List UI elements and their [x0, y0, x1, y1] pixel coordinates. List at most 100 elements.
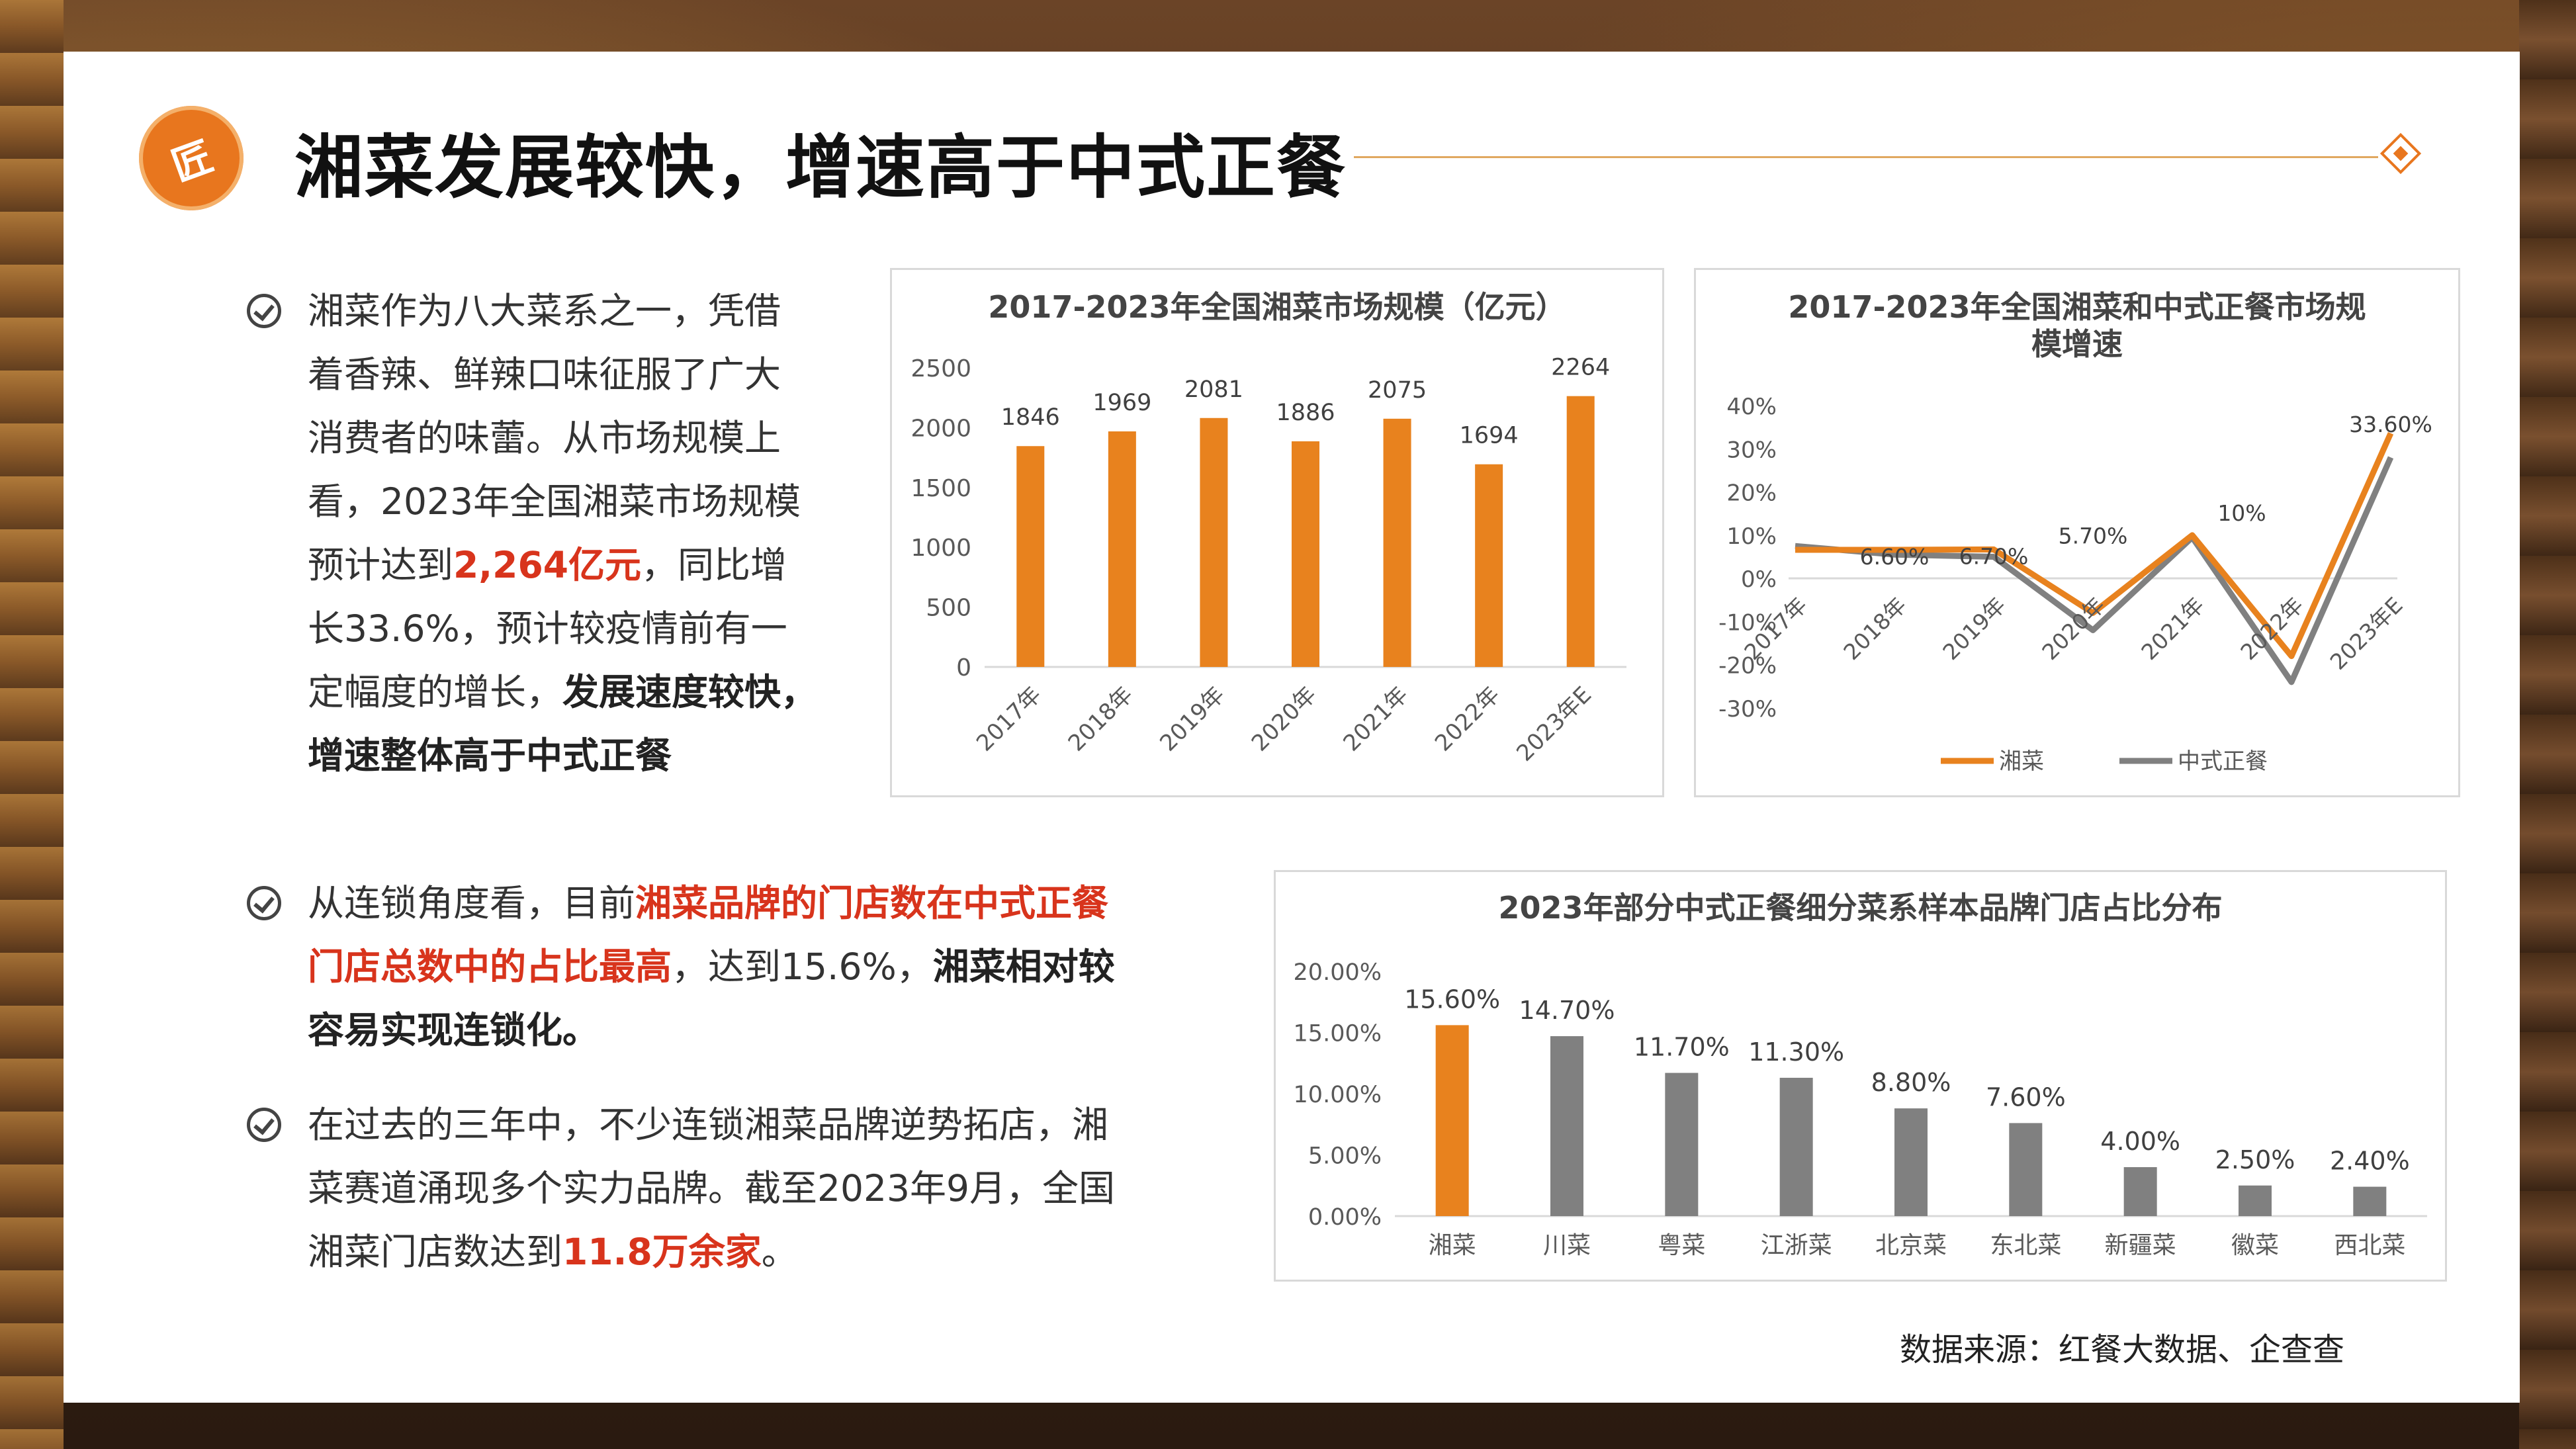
- p2-text: 从连锁角度看，目前: [308, 882, 636, 924]
- data-label: 14.70%: [1519, 996, 1615, 1025]
- y-tick-label: 1000: [910, 535, 971, 562]
- bar: [2123, 1167, 2157, 1216]
- p1-text: 预计达到: [308, 544, 454, 586]
- y-tick-label: -10%: [1718, 609, 1777, 636]
- background-right-edge: [2519, 0, 2576, 1449]
- bar: [1779, 1077, 1813, 1216]
- x-tick-label: 西北菜: [2334, 1232, 2405, 1259]
- x-tick-label: 2023年E: [2325, 592, 2408, 675]
- data-label: 1886: [1276, 400, 1335, 426]
- y-tick-label: 15.00%: [1294, 1021, 1382, 1047]
- series-line: [1795, 431, 2394, 660]
- bar: [1435, 1025, 1469, 1216]
- data-label: 10%: [2217, 500, 2266, 526]
- bar: [1665, 1073, 1699, 1216]
- chart-growth-rate-plot: -30% -20% -10% 0% 10% 20% 30% 40% 6.60% 6.70% 5.70…: [1718, 394, 2432, 775]
- x-tick-label: 2018年: [1063, 681, 1139, 757]
- chart-title-line: 模增速: [2031, 326, 2123, 362]
- p2-line: 容易实现连锁化。: [308, 1009, 600, 1051]
- bar: [2009, 1123, 2043, 1216]
- x-tick-label: 湘菜: [1429, 1232, 1476, 1259]
- x-tick-label: 粤菜: [1658, 1232, 1705, 1259]
- x-tick-label: 2020年: [1247, 681, 1322, 757]
- check-circle-icon: [247, 886, 281, 920]
- p1-text: 定幅度的增长，: [308, 671, 563, 713]
- y-tick-label: 20%: [1726, 480, 1777, 507]
- data-source: 数据来源：红餐大数据、企查查: [1899, 1331, 2344, 1368]
- bar: [1566, 396, 1595, 667]
- y-tick-label: 10.00%: [1294, 1082, 1382, 1108]
- x-tick-label: 北京菜: [1875, 1232, 1947, 1259]
- data-label: 15.60%: [1404, 985, 1500, 1014]
- data-label: 2.40%: [2330, 1147, 2410, 1176]
- x-tick-label: 川菜: [1543, 1232, 1591, 1259]
- p3-line: 菜赛道涌现多个实力品牌。截至2023年9月，全国: [308, 1167, 1115, 1209]
- bar: [1550, 1036, 1583, 1216]
- p1-line: 消费者的味蕾。从市场规模上: [308, 417, 781, 459]
- p2-text: ，达到15.6%，: [672, 945, 933, 988]
- bar: [1200, 417, 1228, 667]
- x-tick-label: 2017年: [971, 681, 1047, 757]
- page-title: 湘菜发展较快，增速高于中式正餐: [294, 127, 1347, 208]
- data-label: 2075: [1368, 377, 1427, 404]
- check-circle-icon: [247, 1108, 281, 1142]
- bar: [1383, 418, 1411, 667]
- x-tick-label: 东北菜: [1990, 1232, 2061, 1259]
- x-tick-label: 新疆菜: [2105, 1232, 2176, 1259]
- y-tick-label: 40%: [1726, 394, 1777, 420]
- y-tick-label: 0: [956, 654, 971, 681]
- legend-label: 中式正餐: [2178, 748, 2268, 775]
- check-circle-icon: [247, 294, 281, 328]
- bar: [1292, 441, 1319, 667]
- y-tick-label: 1500: [910, 475, 971, 502]
- series-line: [1795, 456, 2394, 685]
- y-tick-label: -30%: [1718, 696, 1777, 723]
- y-tick-label: 0.00%: [1308, 1204, 1382, 1231]
- bar: [2353, 1186, 2387, 1216]
- highlight-store-count: 11.8万余家: [562, 1231, 762, 1273]
- highlight-text: 门店总数中的占比最高: [308, 945, 672, 988]
- p1-line: 定幅度的增长，发展速度较快，: [308, 660, 890, 724]
- logo-badge-text: 匠: [165, 133, 220, 191]
- x-tick-label: 2022年: [1430, 681, 1505, 757]
- y-tick-label: 500: [926, 595, 971, 622]
- highlight-text: 湘菜品牌的门店数在中式正餐: [635, 882, 1109, 924]
- data-label: 6.60%: [1860, 544, 1930, 570]
- data-label: 2081: [1184, 376, 1243, 403]
- y-tick-label: 0%: [1741, 566, 1777, 593]
- paragraph-market-size: 湘菜作为八大菜系之一，凭借 着香辣、鲜辣口味征服了广大 消费者的味蕾。从市场规模…: [247, 279, 890, 787]
- highlight-market-value: 2,264亿元: [453, 544, 641, 586]
- y-tick-label: 30%: [1726, 437, 1777, 463]
- y-tick-label: 2000: [910, 415, 971, 442]
- p1-line: 着香辣、鲜辣口味征服了广大: [308, 353, 781, 396]
- paragraph-chain: 从连锁角度看，目前湘菜品牌的门店数在中式正餐 门店总数中的占比最高，达到15.6…: [247, 871, 1261, 1062]
- chart-title: 2023年部分中式正餐细分菜系样本品牌门店占比分布: [1498, 890, 2223, 926]
- p1-text: ，同比增: [641, 544, 787, 586]
- data-label: 1846: [1001, 404, 1060, 431]
- p1-line: 长33.6%，预计较疫情前有一: [308, 607, 787, 650]
- chart-store-share: 2023年部分中式正餐细分菜系样本品牌门店占比分布 0.00% 5.00% 10.0…: [1274, 870, 2447, 1282]
- chart-title-line: 2017-2023年全国湘菜和中式正餐市场规: [1788, 289, 2366, 325]
- x-tick-label: 2019年: [1155, 681, 1230, 757]
- chart-growth-rate: 2017-2023年全国湘菜和中式正餐市场规 模增速 -30% -20% -10% 0…: [1694, 268, 2460, 797]
- bar: [1108, 431, 1136, 667]
- data-label: 4.00%: [2100, 1127, 2180, 1156]
- data-label: 5.70%: [2059, 523, 2128, 549]
- bar: [2239, 1185, 2272, 1216]
- legend-label: 湘菜: [1999, 748, 2044, 775]
- paragraph-expansion: 在过去的三年中，不少连锁湘菜品牌逆势拓店，湘 菜赛道涌现多个实力品牌。截至202…: [247, 1093, 1261, 1284]
- data-label: 8.80%: [1871, 1068, 1951, 1097]
- y-tick-label: 5.00%: [1308, 1143, 1382, 1170]
- p1-line: 湘菜作为八大菜系之一，凭借: [308, 290, 781, 332]
- chart-store-share-plot: 0.00% 5.00% 10.00% 15.00% 20.00% 15.60% 湘菜 14.7…: [1294, 959, 2427, 1259]
- background-left-edge: [0, 0, 64, 1449]
- y-tick-label: 10%: [1726, 523, 1777, 550]
- y-tick-label: 20.00%: [1294, 959, 1382, 986]
- chart-title: 2017-2023年全国湘菜和中式正餐市场规 模增速: [1696, 288, 2458, 363]
- x-tick-label: 2021年: [1338, 681, 1413, 757]
- x-tick-label: 2021年: [2136, 592, 2209, 665]
- bar: [1016, 446, 1045, 667]
- y-tick-label: -20%: [1718, 653, 1777, 680]
- p1-line: 看，2023年全国湘菜市场规模: [308, 480, 801, 523]
- data-label: 11.30%: [1748, 1037, 1844, 1067]
